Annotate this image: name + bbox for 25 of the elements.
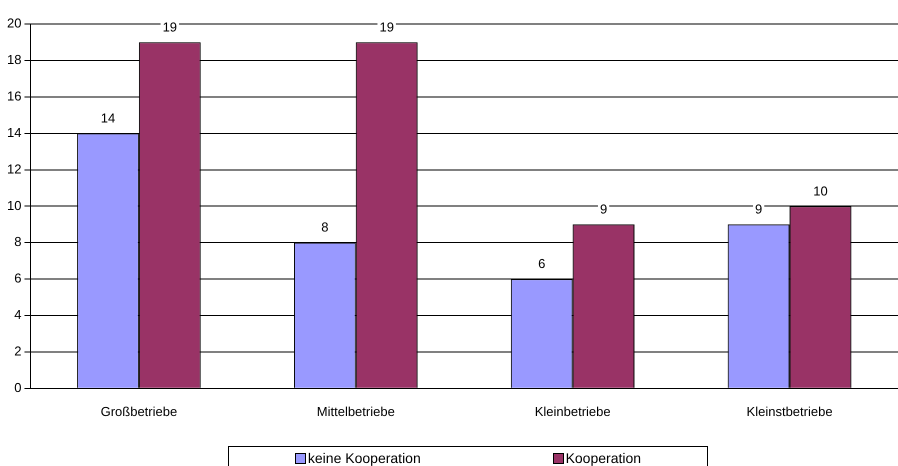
y-tick-label: 18 <box>6 52 22 68</box>
y-tick-label: 20 <box>6 16 22 31</box>
data-label: 6 <box>538 256 546 272</box>
data-label: 10 <box>813 183 828 198</box>
y-tick-label: 14 <box>6 124 22 140</box>
y-tick-label: 6 <box>14 270 22 286</box>
x-tick-label: Großbetriebe <box>100 404 178 419</box>
y-tick-label: 12 <box>6 161 22 176</box>
y-tick-label: 4 <box>14 307 22 322</box>
data-label: 19 <box>162 19 178 34</box>
data-label: 19 <box>379 19 394 34</box>
y-tick-label: 0 <box>14 380 22 395</box>
x-tick-label: Kleinstbetriebe <box>746 404 833 419</box>
y-tick-label: 8 <box>14 234 22 250</box>
x-tick-label: Kleinbetriebe <box>534 404 611 419</box>
x-tick-label: Mittelbetriebe <box>316 404 395 419</box>
data-label: 9 <box>600 202 608 216</box>
y-tick-label: 16 <box>6 88 22 104</box>
y-tick-label: 10 <box>6 198 22 213</box>
data-label: 14 <box>100 110 116 126</box>
legend-label: keine Kooperation <box>308 450 421 466</box>
legend-label: Kooperation <box>566 450 642 466</box>
data-label: 8 <box>321 220 328 235</box>
y-tick-label: 2 <box>14 344 22 359</box>
data-label: 9 <box>755 202 762 216</box>
